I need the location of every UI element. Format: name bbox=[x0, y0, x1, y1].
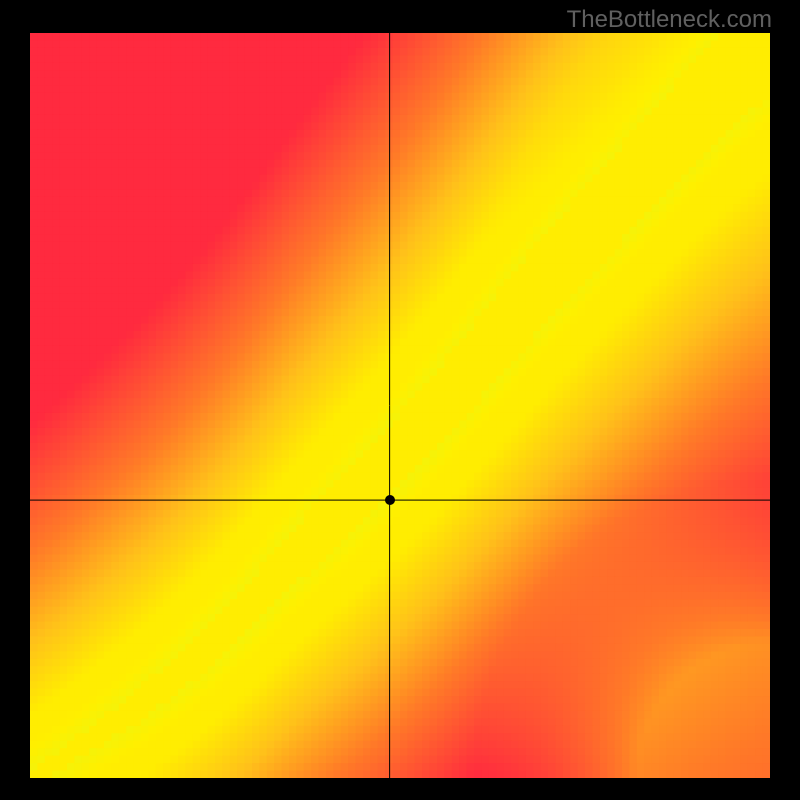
crosshair-marker bbox=[385, 495, 395, 505]
chart-frame: TheBottleneck.com bbox=[0, 0, 800, 800]
watermark-text: TheBottleneck.com bbox=[567, 6, 772, 34]
bottleneck-heatmap bbox=[30, 33, 770, 778]
